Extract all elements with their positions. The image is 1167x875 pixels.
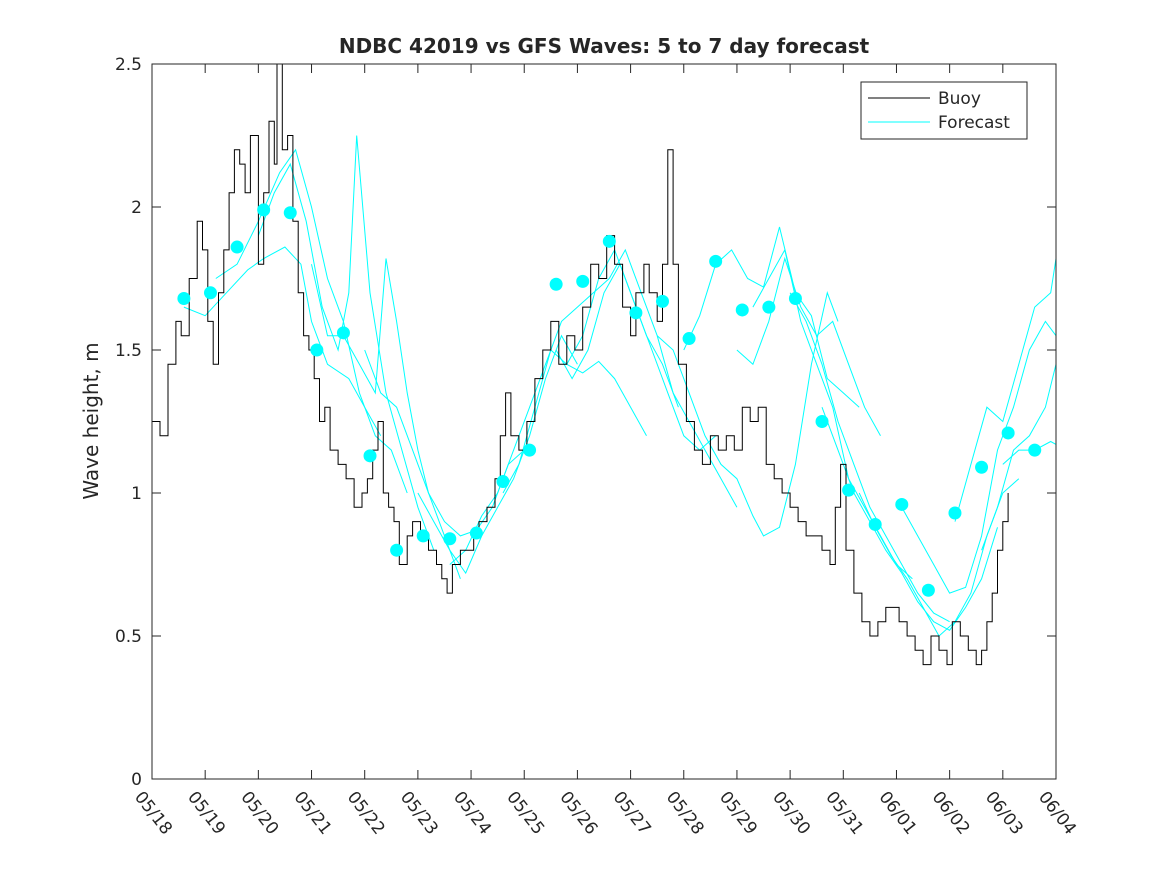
forecast-point xyxy=(709,254,723,268)
y-tick-label: 2.5 xyxy=(115,55,142,75)
forecast-line xyxy=(656,291,839,537)
forecast-line xyxy=(954,258,1056,522)
y-tick-label: 1 xyxy=(131,484,142,504)
forecast-point xyxy=(549,277,563,291)
buoy-line xyxy=(152,64,1009,666)
forecast-point xyxy=(948,506,962,520)
forecast-point xyxy=(257,203,271,217)
forecast-point xyxy=(469,526,483,540)
forecast-point xyxy=(921,583,935,597)
legend-label-buoy: Buoy xyxy=(938,89,981,109)
y-tick-label: 2 xyxy=(131,198,142,218)
forecast-line xyxy=(608,248,738,508)
forecast-point xyxy=(975,460,989,474)
forecast-line xyxy=(183,246,382,437)
forecast-line xyxy=(566,360,647,437)
forecast-point xyxy=(230,240,244,254)
forecast-point xyxy=(496,475,510,489)
plot-series-group xyxy=(152,64,1056,666)
forecast-point xyxy=(735,303,749,317)
forecast-point xyxy=(788,292,802,306)
forecast-point xyxy=(390,543,404,557)
forecast-point xyxy=(177,292,191,306)
legend: Buoy Forecast xyxy=(860,81,1028,140)
plot-area xyxy=(152,64,1056,666)
forecast-line xyxy=(257,135,435,551)
forecast-point xyxy=(682,332,696,346)
forecast-point xyxy=(310,343,324,357)
legend-label-forecast: Forecast xyxy=(938,113,1010,133)
forecast-point xyxy=(363,449,377,463)
forecast-line xyxy=(981,364,1056,551)
forecast-point xyxy=(655,294,669,308)
forecast-point xyxy=(283,206,297,220)
chart-title: NDBC 42019 vs GFS Waves: 5 to 7 day fore… xyxy=(339,34,870,58)
forecast-point xyxy=(576,274,590,288)
y-tick-label: 0.5 xyxy=(115,627,142,647)
forecast-point xyxy=(868,517,882,531)
forecast-line xyxy=(736,256,881,437)
forecast-point xyxy=(336,326,350,340)
forecast-point xyxy=(203,286,217,300)
forecast-line xyxy=(901,320,1056,594)
legend-box xyxy=(860,81,1028,140)
y-axis-label: Wave height, m xyxy=(79,342,103,499)
y-tick-label: 0 xyxy=(131,770,142,790)
forecast-point xyxy=(629,306,643,320)
forecast-point xyxy=(523,443,537,457)
forecast-point xyxy=(602,234,616,248)
forecast-point xyxy=(895,497,909,511)
forecast-line xyxy=(683,226,860,408)
forecast-point xyxy=(842,483,856,497)
forecast-line xyxy=(789,292,950,623)
forecast-point xyxy=(815,415,829,428)
y-tick-label: 1.5 xyxy=(115,341,142,361)
forecast-point xyxy=(762,300,776,314)
forecast-point xyxy=(1001,426,1015,440)
forecast-point xyxy=(443,532,457,546)
forecast-point xyxy=(416,529,430,543)
forecast-point xyxy=(1028,443,1042,457)
axes-box xyxy=(151,63,1057,780)
